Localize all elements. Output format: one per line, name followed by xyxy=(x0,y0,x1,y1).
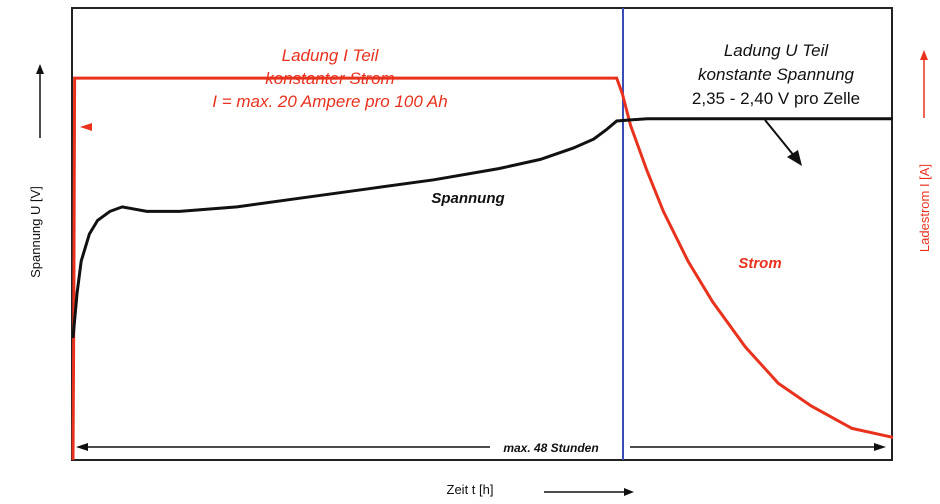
strom-arrowhead xyxy=(80,123,92,131)
strom-series-line xyxy=(71,76,894,461)
voltage-pointer-arrowhead xyxy=(787,150,802,166)
y-axis-right-arrowhead xyxy=(920,50,928,60)
y-axis-left-title: Spannung U [V] xyxy=(28,186,43,278)
phase-1-line-3: I = max. 20 Ampere pro 100 Ah xyxy=(212,92,447,111)
y-axis-right-title: Ladestrom I [A] xyxy=(917,164,932,252)
voltage-pointer-line xyxy=(764,119,796,158)
strom-label: Strom xyxy=(738,255,781,272)
y-axis-left-title-group: Spannung U [V] xyxy=(28,186,43,278)
x-axis-arrowhead xyxy=(624,488,634,496)
phase-2-line-1: Ladung U Teil xyxy=(724,41,830,60)
duration-arrowhead-left xyxy=(76,443,88,451)
phase-1-line-2: konstanter Strom xyxy=(265,69,394,88)
plot-frame xyxy=(71,7,893,461)
spannung-label: Spannung xyxy=(431,190,504,207)
phase-1-line-1: Ladung I Teil xyxy=(282,46,380,65)
x-axis-title: Zeit t [h] xyxy=(447,482,494,497)
duration-label: max. 48 Stunden xyxy=(503,441,598,455)
y-axis-left-arrowhead xyxy=(36,64,44,74)
spannung-series-line xyxy=(71,117,893,339)
duration-arrowhead-right xyxy=(874,443,886,451)
phase-2-line-2: konstante Spannung xyxy=(698,65,855,84)
phase-2-line-3: 2,35 - 2,40 V pro Zelle xyxy=(692,89,860,108)
